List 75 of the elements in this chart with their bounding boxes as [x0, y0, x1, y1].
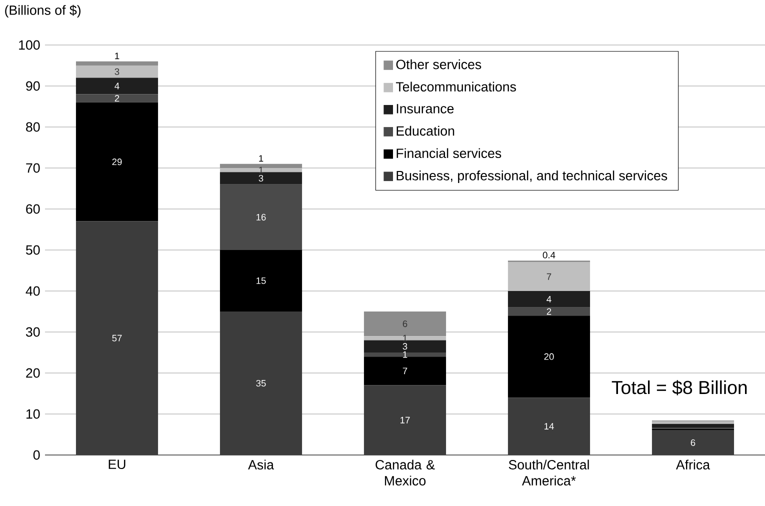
bar: [76, 61, 158, 66]
legend-label: Financial services: [396, 148, 502, 158]
data-label: 6: [402, 320, 408, 328]
bar: [652, 421, 734, 424]
data-label: 1: [115, 52, 120, 60]
y-tick-label: 100: [19, 40, 40, 50]
data-label: 2: [546, 308, 552, 315]
data-label: 7: [546, 273, 552, 280]
bar: [220, 164, 302, 168]
bar: [76, 65, 158, 78]
bar: [652, 430, 734, 455]
data-label: 3: [402, 343, 408, 350]
data-label: 0.4: [542, 252, 556, 258]
data-label: 4: [546, 296, 552, 302]
data-label: 1: [259, 155, 264, 162]
bar: [364, 352, 446, 357]
bar: [220, 250, 302, 312]
data-label: 2: [114, 95, 120, 102]
legend-label: Business, professional, and technical services: [396, 170, 668, 183]
bar: [76, 78, 158, 94]
y-tick-label: 70: [26, 163, 40, 173]
y-tick-label: 10: [26, 409, 40, 419]
y-tick-label: 60: [26, 204, 40, 214]
bar: [220, 172, 302, 184]
x-tick-label: Asia: [248, 460, 274, 470]
data-label: 3: [258, 174, 264, 182]
legend-label: Telecommunications: [396, 82, 516, 92]
data-label: 7: [402, 368, 408, 374]
data-label: 1: [259, 166, 264, 174]
y-axis-title: (Billions of $): [5, 4, 80, 18]
y-tick-label: 20: [26, 368, 40, 378]
bar: [508, 290, 590, 308]
y-tick-label: 40: [26, 286, 40, 296]
y-tick-label: 50: [26, 245, 40, 255]
data-label: 57: [112, 334, 122, 342]
bar: [508, 262, 590, 291]
bar: [508, 307, 590, 316]
x-tick-label: Canada & Mexico: [376, 460, 435, 486]
data-label: 15: [256, 277, 266, 284]
y-tick-label: 30: [26, 327, 40, 337]
bar: [220, 311, 302, 455]
legend-label: Insurance: [396, 104, 454, 114]
data-label: 1: [403, 351, 408, 358]
bar: [364, 356, 446, 386]
bar: [220, 168, 302, 172]
bar: [364, 385, 446, 455]
data-label: 29: [112, 158, 122, 166]
data-label: 16: [256, 214, 266, 220]
bar: [364, 336, 446, 340]
x-tick-label: South/Central America*: [508, 460, 589, 486]
data-label: 20: [544, 353, 554, 360]
bar: [364, 311, 446, 336]
data-label: 6: [690, 439, 696, 446]
legend-label: Education: [396, 126, 454, 136]
y-tick-label: 80: [26, 122, 40, 132]
data-label: 17: [400, 416, 410, 424]
bar: [76, 94, 158, 102]
data-label: 4: [114, 82, 120, 90]
x-tick-label: EU: [108, 460, 126, 469]
data-label: 3: [114, 68, 120, 75]
bar: [76, 102, 158, 222]
data-label: 1: [403, 334, 408, 342]
bar: [508, 316, 590, 398]
x-tick-label: Africa: [676, 460, 710, 470]
data-label: 35: [256, 380, 266, 387]
bar: [364, 340, 446, 352]
bar: [508, 398, 590, 455]
bar: [76, 221, 158, 455]
annotation: Total = $8 Billion: [612, 380, 747, 396]
y-tick-label: 0: [33, 450, 40, 460]
bar: [220, 184, 302, 250]
legend-label: Other services: [396, 59, 482, 70]
data-label: 14: [544, 423, 554, 430]
bar: [652, 424, 734, 428]
y-tick-label: 90: [26, 81, 40, 91]
